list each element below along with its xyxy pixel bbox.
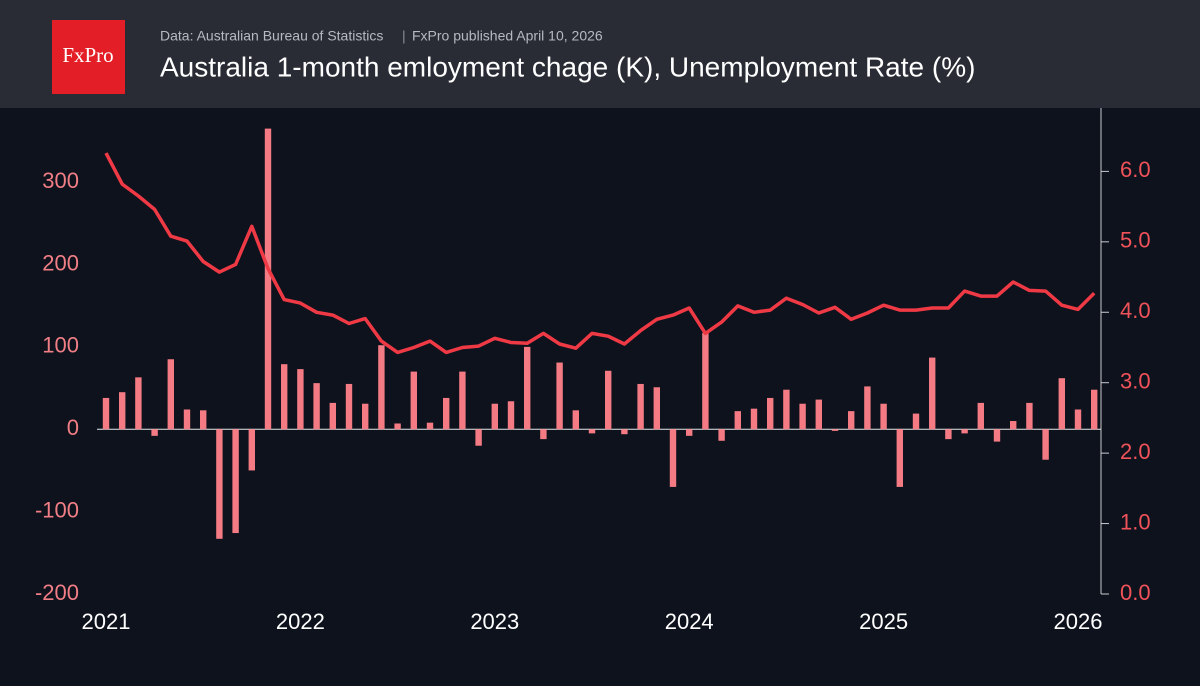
bar <box>183 409 191 430</box>
bar <box>378 345 385 430</box>
logo: FxPro <box>62 43 113 67</box>
bar <box>524 346 531 430</box>
bar <box>167 359 174 430</box>
bar <box>572 410 579 430</box>
y-tick-label: 0 <box>67 415 79 440</box>
y2-tick-label: 5.0 <box>1120 228 1151 253</box>
y2-tick-label: 2.0 <box>1120 439 1151 464</box>
bar <box>475 429 482 446</box>
bar <box>669 429 677 487</box>
bar <box>929 357 936 430</box>
bar <box>637 383 644 430</box>
x-tick-label: 2022 <box>276 609 325 634</box>
x-tick-label: 2025 <box>859 609 908 634</box>
x-tick-label: 2026 <box>1054 609 1103 634</box>
y2-tick-label: 4.0 <box>1120 298 1151 323</box>
bar <box>912 413 920 430</box>
y2-tick-label: 6.0 <box>1120 157 1151 182</box>
y-tick-label: -200 <box>35 580 79 605</box>
bar <box>1074 409 1082 430</box>
bar <box>718 429 725 441</box>
bar <box>200 410 207 430</box>
bar <box>540 429 547 440</box>
x-tick-label: 2021 <box>82 609 131 634</box>
bar <box>313 383 320 430</box>
bar <box>297 369 304 430</box>
bar <box>815 399 822 430</box>
bar <box>443 397 450 430</box>
bar <box>945 429 952 440</box>
bar <box>459 371 466 430</box>
bar <box>1058 378 1065 430</box>
bar <box>507 401 515 430</box>
bar <box>1010 421 1017 430</box>
bar <box>880 403 887 430</box>
bar <box>1026 402 1033 430</box>
bar <box>281 364 288 430</box>
bar <box>556 362 563 430</box>
bar <box>410 371 417 430</box>
bar <box>848 411 855 430</box>
subtitle: Data: Australian Bureau of Statistics <box>160 28 383 44</box>
y-tick-label: 300 <box>42 168 79 193</box>
logo-box <box>52 20 125 94</box>
bar <box>248 429 255 471</box>
y-tick-label: -100 <box>35 497 79 522</box>
bar <box>750 408 758 430</box>
bar <box>426 422 434 430</box>
bar <box>621 429 628 435</box>
bar <box>605 370 612 430</box>
bar <box>102 397 110 430</box>
bar <box>864 386 871 430</box>
bar <box>977 402 984 430</box>
bar <box>151 429 158 436</box>
bar <box>135 377 142 430</box>
chart-title: Australia 1-month emloyment chage (K), U… <box>160 51 975 82</box>
bar <box>896 429 903 487</box>
y2-tick-label: 1.0 <box>1120 509 1151 534</box>
bar <box>345 383 353 430</box>
bar <box>767 397 774 430</box>
bar <box>491 403 498 430</box>
bar <box>362 403 369 430</box>
bar <box>232 429 239 534</box>
bar <box>783 389 790 430</box>
separator: | <box>402 28 406 44</box>
bar <box>734 411 741 430</box>
bar <box>961 429 968 434</box>
x-tick-label: 2023 <box>470 609 519 634</box>
bar <box>799 403 806 430</box>
bar <box>119 392 126 430</box>
bar <box>1042 429 1049 460</box>
bar <box>588 429 596 434</box>
bar <box>216 429 223 539</box>
bar <box>993 429 1001 442</box>
bar <box>1091 389 1098 430</box>
y-tick-label: 200 <box>42 250 79 275</box>
y2-tick-label: 0.0 <box>1120 580 1151 605</box>
line <box>104 152 1096 355</box>
header <box>0 0 1200 108</box>
bar <box>394 423 401 430</box>
bar <box>702 332 709 430</box>
bar <box>831 429 839 431</box>
bar <box>686 429 693 436</box>
y2-tick-label: 3.0 <box>1120 369 1151 394</box>
x-tick-label: 2024 <box>665 609 714 634</box>
note: FxPro published April 10, 2026 <box>412 28 603 44</box>
bar <box>329 402 336 430</box>
bar <box>264 128 272 430</box>
bar <box>653 387 660 430</box>
y-tick-label: 100 <box>42 333 79 358</box>
